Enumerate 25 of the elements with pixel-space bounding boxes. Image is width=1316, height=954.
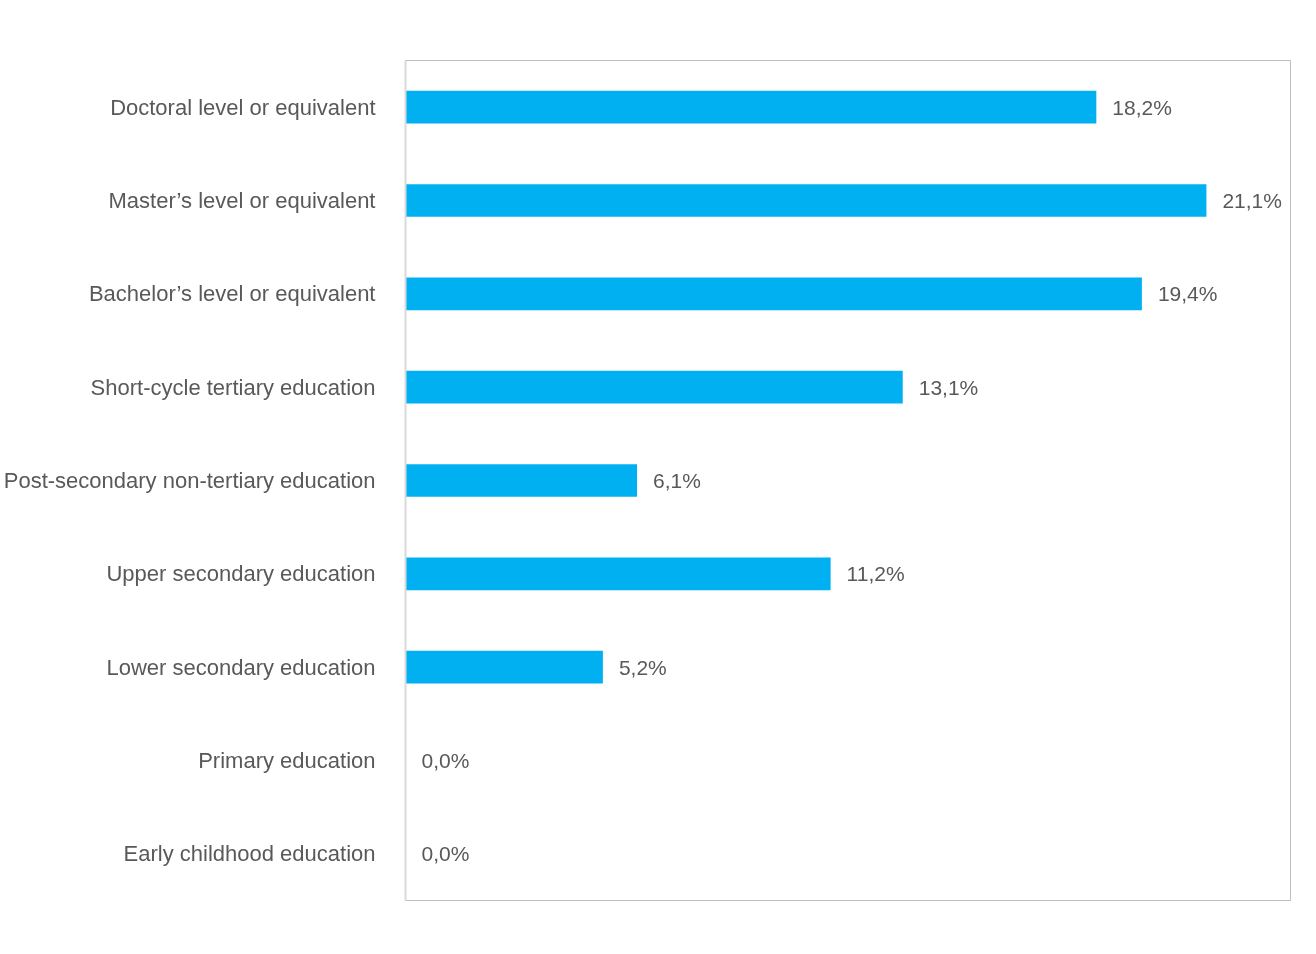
y-tick-label: Lower secondary education bbox=[106, 654, 376, 680]
y-tick-label: Doctoral level or equivalent bbox=[110, 94, 376, 120]
data-label: 19,4% bbox=[1157, 282, 1218, 306]
data-label: 13,1% bbox=[918, 375, 979, 399]
bar bbox=[405, 650, 603, 684]
data-label: 5,2% bbox=[618, 655, 667, 679]
bar bbox=[405, 277, 1142, 311]
y-tick-label: Primary education bbox=[198, 748, 376, 773]
y-tick-label: Master’s level or equivalent bbox=[108, 188, 376, 213]
bar bbox=[405, 464, 638, 497]
data-label: 18,2% bbox=[1112, 95, 1172, 119]
bar bbox=[405, 90, 1097, 124]
y-tick-label: Bachelor’s level or equivalent bbox=[88, 281, 376, 307]
y-tick-label: Early childhood education bbox=[123, 841, 376, 867]
data-label: 0,0% bbox=[421, 749, 470, 772]
y-tick-label: Short-cycle tertiary education bbox=[90, 374, 376, 400]
bar bbox=[405, 370, 903, 404]
data-label: 11,2% bbox=[846, 562, 905, 586]
bar bbox=[405, 184, 1207, 217]
bar bbox=[405, 557, 831, 591]
y-tick-label: Upper secondary education bbox=[106, 561, 376, 587]
data-label: 21,1% bbox=[1222, 189, 1282, 212]
data-label: 0,0% bbox=[421, 842, 470, 866]
y-tick-label: Post-secondary non-tertiary education bbox=[3, 468, 376, 493]
data-label: 6,1% bbox=[653, 469, 701, 492]
